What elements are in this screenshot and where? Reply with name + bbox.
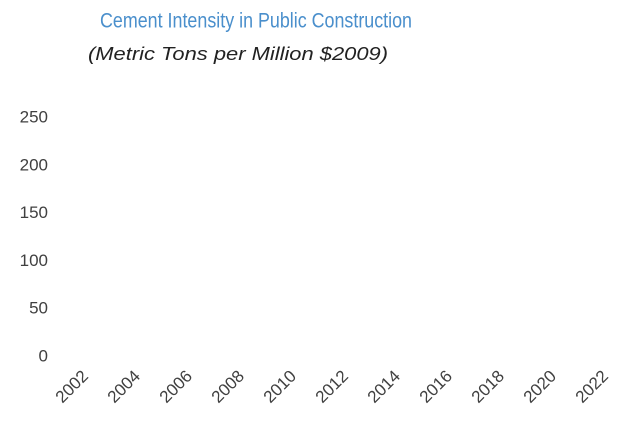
x-tick-label: 2020 [520,367,560,407]
y-tick-label: 100 [20,251,48,270]
y-tick-label: 200 [20,155,48,174]
x-tick-label: 2004 [104,367,144,407]
x-tick-label: 2002 [52,367,92,407]
x-tick-label: 2006 [156,367,196,407]
y-tick-label: 150 [20,203,48,222]
x-tick-label: 2014 [364,367,404,407]
x-tick-label: 2018 [468,367,508,407]
x-tick-label: 2022 [572,367,612,407]
x-tick-label: 2010 [260,367,300,407]
x-tick-label: 2008 [208,367,248,407]
x-tick-label: 2016 [416,367,456,407]
y-tick-label: 0 [39,346,48,365]
x-tick-label: 2012 [312,367,352,407]
chart-title: Cement Intensity in Public Construction [100,10,412,33]
y-tick-label: 50 [29,299,48,318]
y-tick-label: 250 [20,107,48,126]
chart-subtitle: (Metric Tons per Million $2009) [88,44,388,64]
